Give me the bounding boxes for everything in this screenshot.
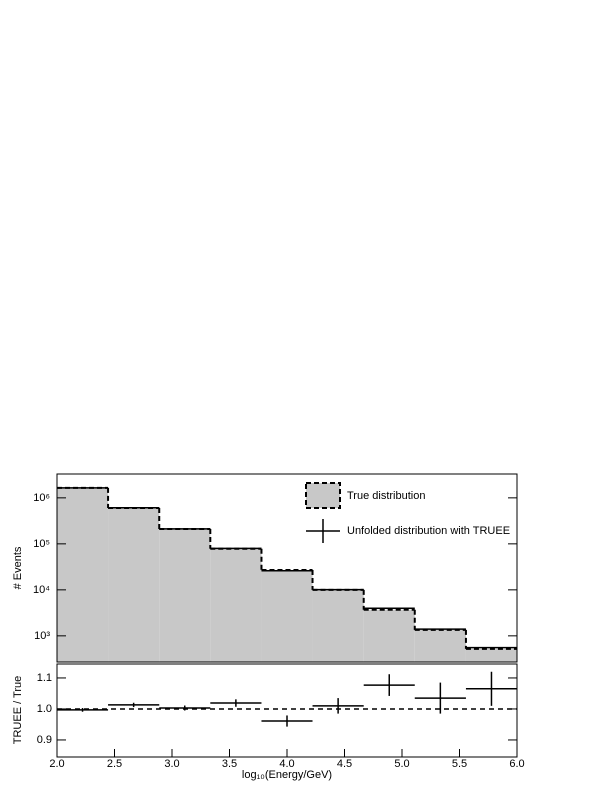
y-tick-label: 10⁵ <box>33 538 50 550</box>
y-tick-label: 1.0 <box>37 703 52 715</box>
true-bin <box>465 648 517 662</box>
true-bin <box>261 570 313 662</box>
x-tick-label: 4.5 <box>337 758 352 770</box>
true-bin <box>159 529 211 662</box>
x-axis-title: log₁₀(Energy/GeV) <box>242 769 332 781</box>
y-tick-label: 10⁶ <box>33 492 50 504</box>
legend-label: True distribution <box>347 490 425 502</box>
x-tick-label: 5.0 <box>394 758 409 770</box>
x-tick-label: 3.0 <box>164 758 179 770</box>
x-tick-label: 2.5 <box>107 758 122 770</box>
true-bin <box>363 609 415 662</box>
true-bin <box>57 487 109 662</box>
x-tick-label: 2.0 <box>49 758 64 770</box>
true-bin <box>210 548 262 662</box>
legend-label: Unfolded distribution with TRUEE <box>347 525 510 537</box>
y-tick-label: 10⁴ <box>33 584 50 596</box>
x-tick-label: 3.5 <box>222 758 237 770</box>
x-tick-label: 6.0 <box>509 758 524 770</box>
plot-frame <box>56 473 518 663</box>
x-tick-label: 4.0 <box>279 758 294 770</box>
y-tick-label: 0.9 <box>37 734 52 746</box>
y-axis-title: TRUEE / True <box>12 676 24 744</box>
y-tick-label: 1.1 <box>37 672 52 684</box>
legend-swatch <box>305 482 341 509</box>
y-axis-title: # Events <box>12 546 24 589</box>
y-tick-label: 10³ <box>34 630 50 642</box>
true-bin <box>414 629 466 662</box>
true-bin <box>108 508 160 662</box>
true-bin <box>312 589 364 662</box>
x-tick-label: 5.5 <box>452 758 467 770</box>
